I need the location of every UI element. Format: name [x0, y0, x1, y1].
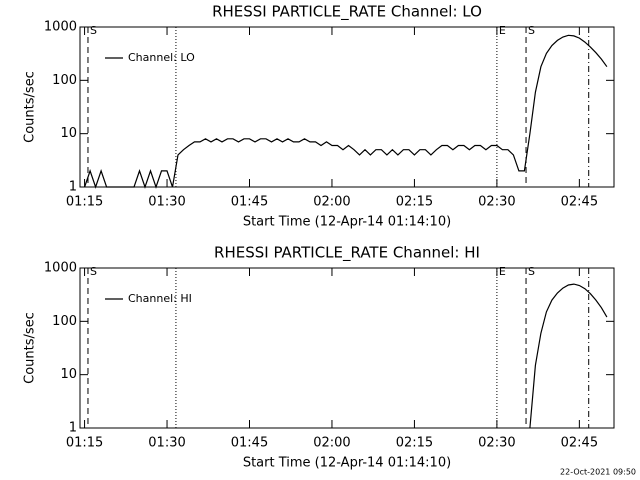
y-tick-label: 1	[69, 421, 77, 436]
x-tick-label: 02:00	[313, 195, 350, 210]
event-label: S	[90, 24, 97, 37]
y-tick-label: 100	[52, 73, 77, 88]
x-axis-label: Start Time (12-Apr-14 01:14:10)	[243, 456, 451, 471]
event-label: S	[90, 265, 97, 278]
x-tick-label: 01:30	[148, 436, 185, 451]
series-line	[84, 34, 608, 189]
legend-label: Channel: LO	[128, 51, 195, 64]
x-tick-label: 01:30	[148, 195, 185, 210]
x-tick-label: 02:15	[396, 195, 433, 210]
x-tick-label: 01:45	[231, 195, 268, 210]
legend-label: Channel: HI	[128, 292, 192, 305]
event-label: E	[499, 24, 506, 37]
x-tick-label: 01:45	[231, 436, 268, 451]
x-axis-label: Start Time (12-Apr-14 01:14:10)	[243, 215, 451, 230]
footer: 22-Oct-2021 09:50	[560, 468, 636, 477]
x-tick-label: 02:45	[561, 436, 598, 451]
y-axis-label: Counts/sec	[23, 312, 38, 384]
plot-frame	[79, 26, 615, 188]
y-tick-label: 1000	[44, 261, 77, 276]
x-tick-label: 02:30	[478, 195, 515, 210]
chart-title: RHESSI PARTICLE_RATE Channel: LO	[212, 3, 482, 22]
plot-frame	[79, 267, 615, 429]
y-axis-label: Counts/sec	[23, 71, 38, 143]
event-label: E	[499, 265, 506, 278]
chart-title: RHESSI PARTICLE_RATE Channel: HI	[214, 244, 480, 263]
x-tick-label: 02:15	[396, 436, 433, 451]
x-tick-label: 02:30	[478, 436, 515, 451]
y-tick-label: 1	[69, 180, 77, 195]
y-tick-label: 1000	[44, 20, 77, 35]
event-label: S	[528, 24, 535, 37]
y-tick-label: 10	[60, 367, 77, 382]
x-tick-label: 02:00	[313, 436, 350, 451]
series-line	[529, 283, 608, 429]
y-tick-label: 100	[52, 314, 77, 329]
event-label: S	[528, 265, 535, 278]
x-tick-label: 01:15	[66, 195, 103, 210]
x-tick-label: 02:45	[561, 195, 598, 210]
x-tick-label: 01:15	[66, 436, 103, 451]
y-tick-label: 10	[60, 126, 77, 141]
